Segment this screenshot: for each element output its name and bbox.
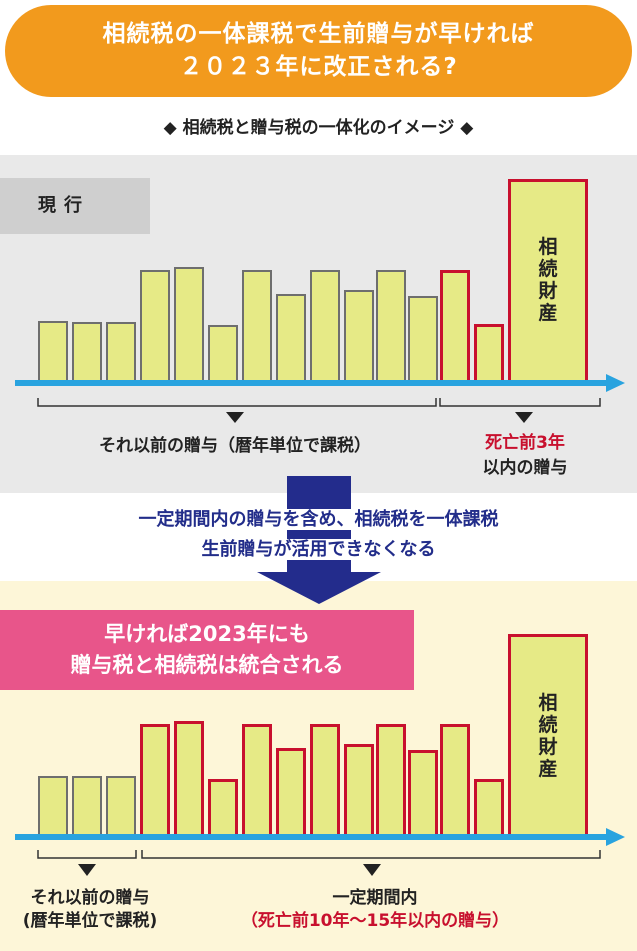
current-caption-right: 以内の贈与 — [482, 458, 568, 478]
gift-bar-in-period — [344, 744, 374, 837]
gift-bar-in-period — [440, 724, 470, 837]
inherited-assets-bar — [508, 634, 588, 837]
gift-bar — [242, 270, 272, 383]
inherited-assets-label: 相続財産 — [538, 692, 558, 780]
future-tag-line-2: 贈与税と相続税は統合される — [70, 653, 344, 677]
gift-bar — [408, 296, 438, 383]
timeline-arrowhead — [606, 828, 625, 846]
bracket-pointer — [78, 864, 96, 876]
timeline-arrowhead — [606, 374, 625, 392]
gift-bar — [140, 270, 170, 383]
title-line-1: 相続税の一体課税で生前贈与が早ければ — [102, 21, 535, 47]
bracket-pointer — [363, 864, 381, 876]
title-banner: 相続税の一体課税で生前贈与が早ければ ２０２３年に改正される? — [5, 5, 632, 97]
bracket-pointer — [226, 412, 244, 423]
middle-line-1: 一定期間内の贈与を含め、相続税を一体課税 — [136, 509, 501, 530]
gift-bar — [38, 776, 68, 837]
future-caption-right-1: 一定期間内 — [332, 888, 418, 908]
future-caption-left-1: それ以前の贈与 — [30, 888, 150, 908]
inherited-assets-bar — [508, 179, 588, 383]
gift-bar-in-period — [408, 750, 438, 837]
gift-bar-in-period — [242, 724, 272, 837]
gift-bar — [106, 322, 136, 383]
current-caption-left: それ以前の贈与（暦年単位で課税） — [99, 436, 371, 456]
future-tag: 早ければ2023年にも 贈与税と相続税は統合される — [0, 610, 414, 690]
current-caption-right-red: 死亡前3年 — [485, 433, 565, 453]
current-tag: 現行 — [0, 178, 150, 234]
gift-bar — [72, 776, 102, 837]
future-caption-left-2: (暦年単位で課税) — [22, 911, 158, 931]
title-line-2: ２０２３年に改正される? — [179, 54, 458, 80]
gift-bar — [376, 270, 406, 383]
middle-line-2: 生前贈与が活用できなくなる — [199, 539, 438, 560]
bracket-right — [141, 850, 601, 859]
gift-bar-in-period — [376, 724, 406, 837]
transition-arrow-head — [257, 572, 381, 604]
gift-bar — [310, 270, 340, 383]
gift-bar-in-period — [276, 748, 306, 837]
gift-bar-in-period — [140, 724, 170, 837]
future-caption-right-2: （死亡前10年～15年以内の贈与） — [240, 911, 510, 931]
gift-bar — [174, 267, 204, 383]
bracket-right — [439, 398, 601, 407]
gift-bar-within-3y — [474, 324, 504, 383]
inherited-assets-label: 相続財産 — [538, 236, 558, 324]
bracket-left — [37, 850, 137, 859]
subtitle: ◆ 相続税と贈与税の一体化のイメージ ◆ — [163, 118, 474, 138]
bracket-pointer — [515, 412, 533, 423]
future-tag-line-1: 早ければ2023年にも — [104, 622, 310, 646]
middle-message: 一定期間内の贈与を含め、相続税を一体課税 生前贈与が活用できなくなる — [0, 505, 637, 565]
gift-bar — [38, 321, 68, 383]
gift-bar-in-period — [208, 779, 238, 837]
bracket-left — [37, 398, 437, 407]
